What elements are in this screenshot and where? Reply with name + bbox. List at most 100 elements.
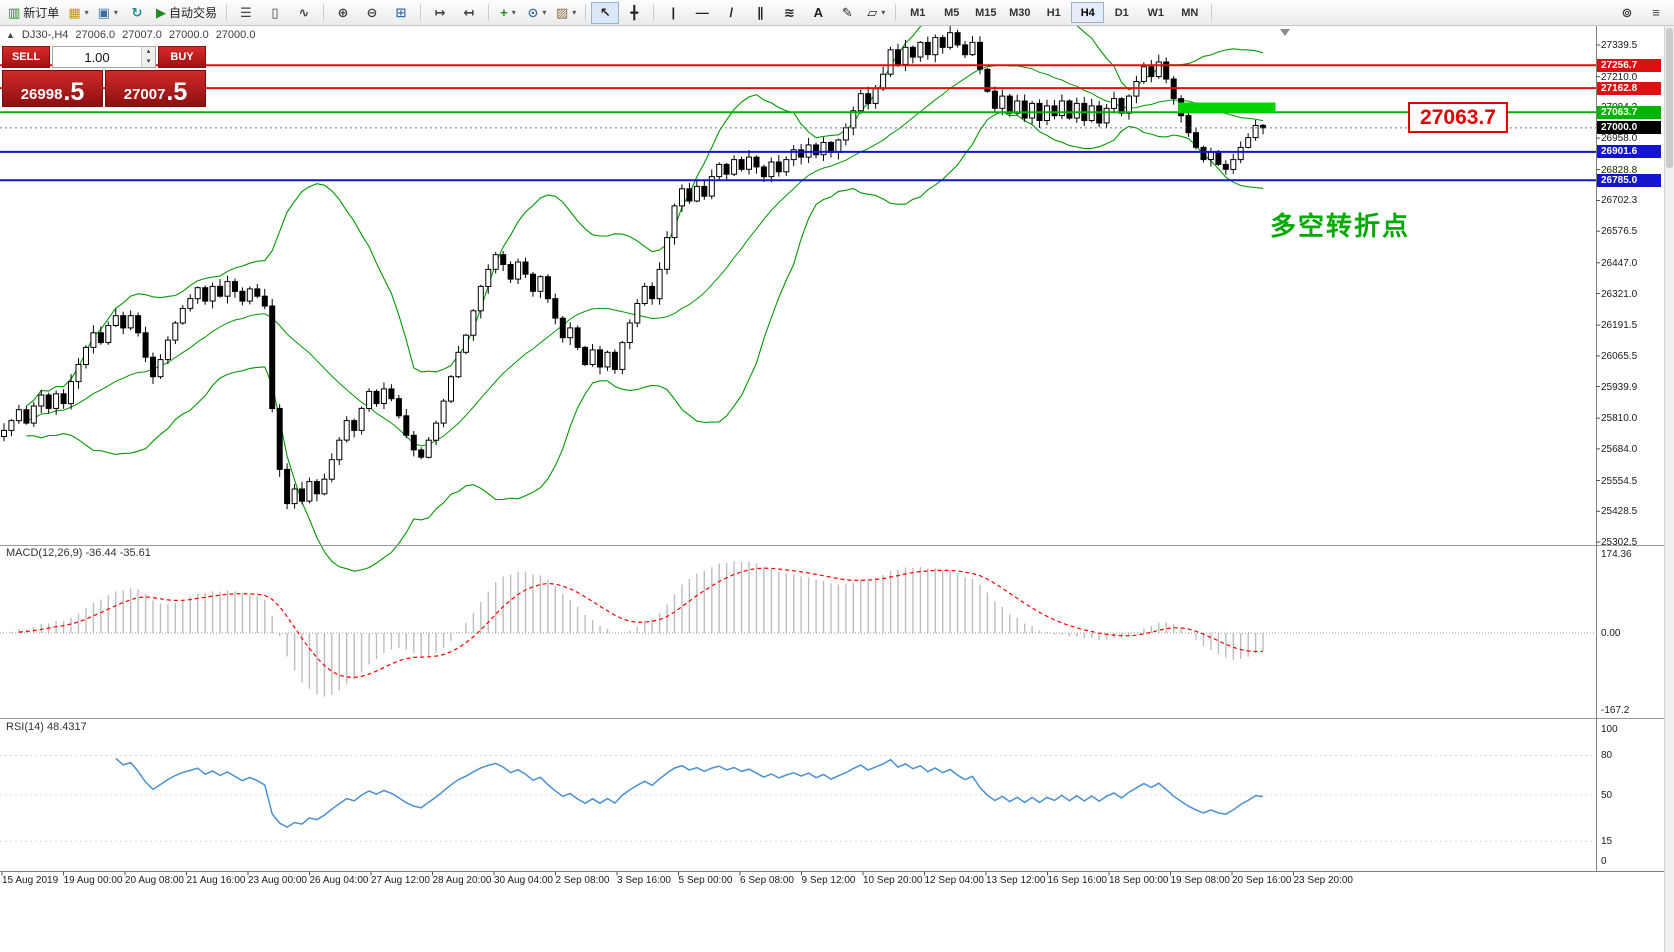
price-level-tag: 26785.0 <box>1597 173 1661 187</box>
chart-window[interactable]: ▲ DJ30-,H4 27006.0 27007.0 27000.0 27000… <box>0 26 1674 952</box>
crosshair-icon: ╋ <box>630 5 639 20</box>
indicators-button[interactable]: + ▾ <box>494 2 522 24</box>
chart-shift-button[interactable]: ↤ <box>455 2 483 24</box>
new-chart-dropdown-icon[interactable]: ▾ <box>113 8 118 17</box>
buy-price: 27007 <box>123 85 166 103</box>
y-axis-label: 25302.5 <box>1601 537 1638 549</box>
y-axis-label: 26828.8 <box>1601 164 1638 176</box>
timeframe-m1[interactable]: M1 <box>910 6 926 19</box>
auto-trading-button[interactable]: ▶ 自动交易 <box>152 2 221 24</box>
x-axis-label: 20 Sep 16:00 <box>1232 875 1292 886</box>
cursor-button[interactable]: ↖ <box>591 1 620 24</box>
channel-button[interactable]: ∥ <box>746 2 774 24</box>
fibonacci-button[interactable]: ≋ <box>775 2 803 24</box>
zoom-in-icon: ⊕ <box>337 5 349 20</box>
refresh-icon: ↻ <box>131 5 143 20</box>
macd-label: MACD(12,26,9) -36.44 -35.61 <box>6 547 151 559</box>
buy-button[interactable]: BUY <box>158 46 206 68</box>
tile-windows-button[interactable]: ⊞ <box>387 2 415 24</box>
timeframe-h4[interactable]: H4 <box>1071 2 1105 23</box>
buy-price-button[interactable]: 27007 .5 <box>105 70 206 107</box>
price-level-tag: 27256.7 <box>1597 58 1661 72</box>
chart-profile-button[interactable]: ▦ ▾ <box>64 2 92 24</box>
text-button[interactable]: A <box>804 2 832 24</box>
periods-button[interactable]: ⊙ ▾ <box>523 2 551 24</box>
sell-button[interactable]: SELL <box>2 46 50 68</box>
panel-toggle-icon: ≡ <box>1652 5 1660 20</box>
timeframe-w1[interactable]: W1 <box>1147 6 1165 19</box>
chart-profile-dropdown-icon[interactable]: ▾ <box>84 8 89 17</box>
new-chart-icon: ▣ <box>97 5 110 20</box>
rsi-axis-label: 100 <box>1601 724 1618 735</box>
vertical-scrollbar[interactable] <box>1664 26 1674 952</box>
highlight-rectangle[interactable] <box>1178 102 1276 113</box>
bollinger-bands <box>26 26 1264 572</box>
ohlc-open: 27006.0 <box>75 29 116 41</box>
x-axis-label: 16 Sep 16:00 <box>1047 875 1108 886</box>
templates-button[interactable]: ▨ ▾ <box>552 2 580 24</box>
zoom-out-button[interactable]: ⊖ <box>358 2 386 24</box>
one-click-trading-panel: SELL 1.00 ▴ ▾ BUY 26998 .5 27007 .5 <box>2 46 206 107</box>
vertical-line-button[interactable]: | <box>659 2 687 24</box>
x-axis-label: 19 Aug 00:00 <box>63 875 123 886</box>
macd-indicator <box>0 561 1596 697</box>
new-order-button[interactable]: ▥ 新订单 <box>4 2 63 24</box>
volume-decrease-icon[interactable]: ▾ <box>142 57 155 67</box>
level-lines[interactable] <box>0 64 1596 182</box>
text-label-button[interactable]: ✎ <box>833 2 861 24</box>
timeframe-d1[interactable]: D1 <box>1114 6 1129 19</box>
x-axis-label: 23 Sep 20:00 <box>1293 875 1354 886</box>
volume-stepper[interactable]: 1.00 ▴ ▾ <box>52 46 156 68</box>
new-order-button-label: 新订单 <box>23 6 60 20</box>
cursor-icon: ↖ <box>599 5 611 20</box>
ohlc-close: 27000.0 <box>215 29 256 41</box>
crosshair-button[interactable]: ╋ <box>620 2 648 24</box>
indicators-dropdown-icon[interactable]: ▾ <box>511 8 516 17</box>
ohlc-high: 27007.0 <box>122 29 162 41</box>
timeframe-m5[interactable]: M5 <box>944 6 960 19</box>
price-callout[interactable]: 27063.7 <box>1408 102 1508 133</box>
new-chart-button[interactable]: ▣ ▾ <box>94 2 122 24</box>
refresh-button[interactable]: ↻ <box>123 2 151 24</box>
chart-plot[interactable] <box>0 26 1664 952</box>
volume-value[interactable]: 1.00 <box>84 49 110 65</box>
vertical-line-icon: | <box>671 5 676 20</box>
templates-icon: ▨ <box>555 5 569 20</box>
sell-price-button[interactable]: 26998 .5 <box>2 70 103 107</box>
collapse-trade-panel-icon[interactable]: ▲ <box>6 30 15 40</box>
scrollbar-thumb[interactable] <box>1666 28 1673 168</box>
trendline-button[interactable]: / <box>717 2 745 24</box>
text-icon: A <box>813 5 823 20</box>
x-axis-label: 12 Sep 04:00 <box>924 875 985 886</box>
auto-scroll-button[interactable]: ↦ <box>426 2 454 24</box>
rsi-label: RSI(14) 48.4317 <box>6 721 87 733</box>
shapes-button[interactable]: ▱ ▾ <box>862 2 890 24</box>
bar-chart-button[interactable]: ☰ <box>232 2 260 24</box>
timeframe-m30[interactable]: M30 <box>1009 6 1031 19</box>
toolbar-separator <box>585 4 587 21</box>
chart-shift-marker <box>1280 29 1290 36</box>
shapes-icon: ▱ <box>867 5 878 20</box>
x-axis-label: 13 Sep 12:00 <box>986 875 1046 886</box>
periods-icon: ⊙ <box>527 5 539 20</box>
y-axis-label: 26958.0 <box>1601 133 1638 145</box>
x-axis-label: 15 Aug 2019 <box>2 875 59 886</box>
bar-chart-icon: ☰ <box>240 5 252 20</box>
x-axis-label: 30 Aug 04:00 <box>494 875 553 886</box>
panel-toggle-icon[interactable]: ≡ <box>1642 2 1670 24</box>
candlestick-chart-button[interactable]: ▯ <box>261 2 289 24</box>
shapes-dropdown-icon[interactable]: ▾ <box>881 8 886 17</box>
templates-dropdown-icon[interactable]: ▾ <box>572 8 577 17</box>
horizontal-line-button[interactable]: — <box>688 2 716 24</box>
timeframe-m15[interactable]: M15 <box>975 6 997 19</box>
candlestick-series <box>1 26 1266 510</box>
quick-search-icon[interactable]: ⊚ <box>1613 2 1641 24</box>
volume-increase-icon[interactable]: ▴ <box>142 47 155 57</box>
y-axis-label: 26321.0 <box>1601 288 1638 300</box>
timeframe-h1[interactable]: H1 <box>1046 6 1061 19</box>
line-chart-button[interactable]: ∿ <box>290 2 318 24</box>
rsi-axis-label: 80 <box>1601 750 1613 762</box>
zoom-in-button[interactable]: ⊕ <box>329 2 357 24</box>
periods-dropdown-icon[interactable]: ▾ <box>542 8 547 17</box>
timeframe-mn[interactable]: MN <box>1181 6 1199 19</box>
